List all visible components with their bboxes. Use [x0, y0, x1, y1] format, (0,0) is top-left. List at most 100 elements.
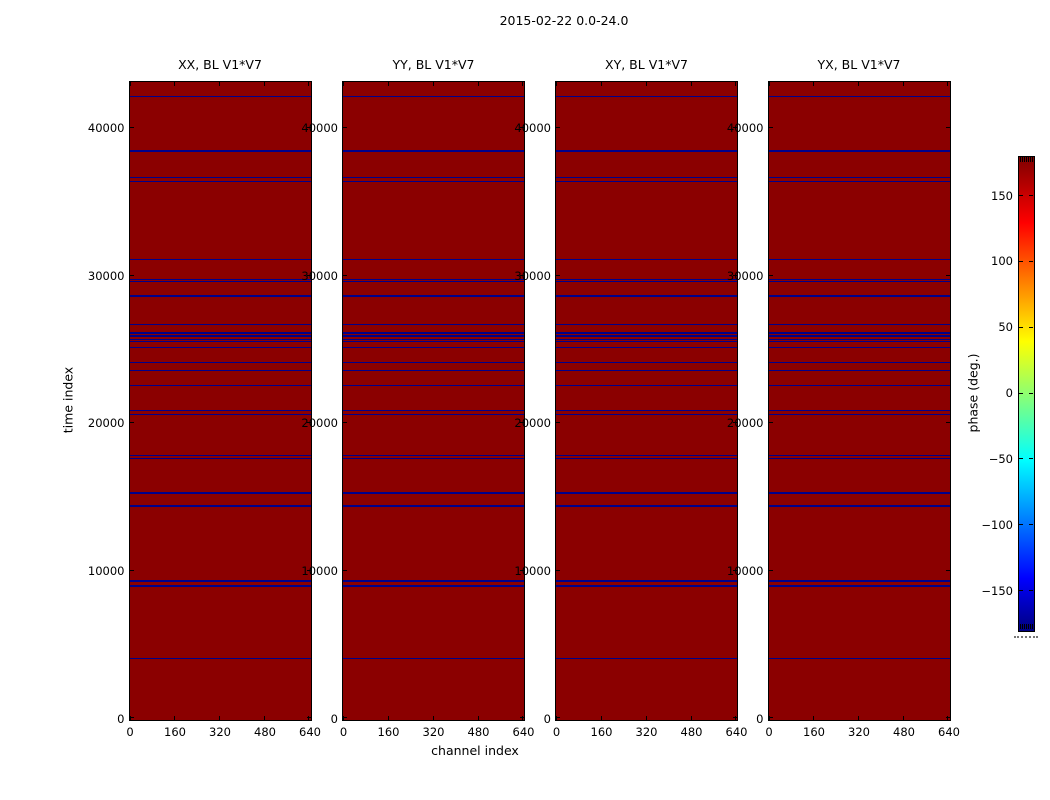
colorbar-tick-label: −150	[981, 583, 1013, 598]
phase-stripe	[556, 258, 737, 261]
phase-stripe	[768, 457, 950, 460]
axis-tick	[264, 715, 265, 720]
phase-stripe	[556, 150, 737, 152]
axis-tick	[306, 422, 311, 424]
colorbar-minor-tick	[1029, 624, 1031, 629]
phase-stripe	[556, 492, 737, 494]
colorbar-dotted-marks	[1014, 636, 1038, 638]
axis-tick	[343, 422, 347, 424]
axis-tick	[813, 715, 814, 720]
phase-stripe	[129, 457, 311, 460]
phase-stripe	[768, 361, 950, 363]
y-tick-label: 10000	[726, 564, 764, 579]
colorbar-minor-tick	[1029, 157, 1031, 162]
axis-tick	[768, 81, 770, 86]
colorbar-tick-label: 150	[991, 188, 1013, 203]
axis-tick	[129, 717, 134, 718]
colorbar-minor-tick	[1025, 624, 1027, 629]
phase-stripe	[129, 580, 311, 582]
phase-stripe	[343, 332, 524, 334]
phase-stripe	[768, 657, 950, 660]
y-tick-label: 20000	[514, 416, 551, 431]
phase-stripe	[768, 258, 950, 261]
colorbar-tick	[1028, 326, 1033, 328]
phase-stripe	[129, 409, 311, 412]
axis-tick	[734, 81, 736, 86]
axis-tick	[903, 715, 904, 720]
axis-tick	[129, 274, 134, 276]
heatmap-panel-yy	[342, 80, 525, 721]
colorbar-tick	[1018, 590, 1023, 591]
axis-tick	[432, 81, 434, 86]
phase-stripe	[343, 384, 524, 386]
phase-stripe	[129, 341, 311, 343]
phase-stripe	[129, 332, 311, 334]
phase-stripe	[129, 346, 311, 349]
phase-stripe	[343, 176, 524, 179]
phase-stripe	[556, 332, 737, 334]
phase-stripe	[556, 384, 737, 386]
colorbar-tick	[1018, 326, 1023, 328]
x-tick-label: 640	[299, 725, 321, 739]
phase-stripe	[768, 95, 950, 97]
colorbar-minor-tick	[1027, 157, 1029, 162]
colorbar-tick-label: −100	[981, 517, 1013, 532]
phase-stripe	[129, 338, 311, 341]
phase-stripe	[768, 492, 950, 494]
axis-tick	[600, 715, 602, 720]
phase-stripe	[556, 413, 737, 416]
y-tick-label: 20000	[726, 416, 764, 431]
axis-tick	[768, 126, 773, 128]
colorbar-minor-tick	[1027, 624, 1029, 629]
x-tick-label: 320	[848, 725, 870, 739]
phase-stripe	[556, 180, 737, 183]
phase-stripe	[129, 323, 311, 326]
colorbar-label: phase (deg.)	[965, 353, 981, 433]
axis-tick	[343, 274, 347, 276]
x-tick-label: 640	[938, 725, 960, 739]
axis-tick	[945, 274, 950, 276]
phase-stripe	[129, 454, 311, 457]
colorbar-tick	[1028, 260, 1033, 262]
y-tick-label: 10000	[514, 564, 551, 579]
axis-tick	[945, 570, 950, 572]
axis-tick	[733, 126, 737, 128]
phase-stripe	[343, 295, 524, 297]
axis-tick	[600, 81, 602, 86]
phase-stripe	[768, 338, 950, 341]
axis-tick	[219, 715, 220, 720]
y-tick-label: 40000	[514, 120, 551, 135]
phase-stripe	[768, 150, 950, 152]
phase-stripe	[768, 413, 950, 416]
axis-tick	[129, 422, 134, 424]
phase-stripe	[129, 95, 311, 97]
axis-tick	[858, 81, 859, 86]
x-tick-label: 640	[512, 725, 535, 739]
axis-tick	[556, 274, 560, 276]
panel-title: XX, BL V1*V7	[178, 57, 262, 72]
phase-stripe	[343, 346, 524, 349]
panel-title: YY, BL V1*V7	[392, 57, 475, 72]
phase-stripe	[768, 341, 950, 343]
axis-tick	[129, 570, 134, 572]
colorbar-tick	[1028, 458, 1033, 460]
phase-stripe	[129, 369, 311, 372]
phase-stripe	[768, 346, 950, 349]
x-tick-label: 480	[680, 725, 703, 739]
phase-stripe	[343, 95, 524, 97]
axis-tick	[129, 126, 134, 128]
phase-stripe	[556, 585, 737, 587]
axis-tick	[556, 81, 557, 86]
phase-stripe	[768, 454, 950, 457]
heatmap-panel-xx	[128, 80, 312, 721]
phase-stripe	[343, 150, 524, 152]
y-tick-label: 0	[330, 712, 338, 726]
phase-stripe	[768, 280, 950, 283]
phase-stripe	[343, 361, 524, 363]
axis-tick	[945, 126, 950, 128]
axis-tick	[174, 81, 175, 86]
axis-tick	[556, 126, 560, 128]
axis-tick	[477, 715, 479, 720]
phase-stripe	[768, 180, 950, 183]
x-tick-label: 640	[725, 725, 748, 739]
